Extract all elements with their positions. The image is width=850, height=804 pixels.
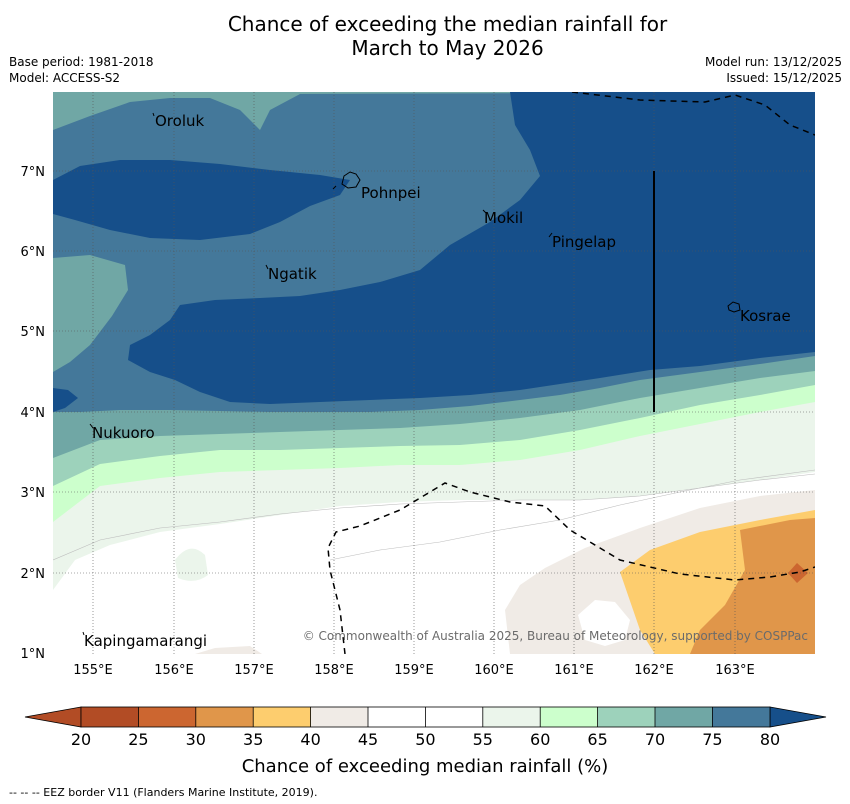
eez-borders: [327, 92, 815, 654]
colorbar-low-extend: [24, 706, 82, 728]
island-mark-ngatik: [265, 264, 269, 270]
colorbar-frame: [80, 706, 771, 728]
lon-label-159e: 159°E: [394, 663, 434, 678]
colorbar-bin-70-75: [655, 707, 713, 727]
colorbar-bin-65-70: [597, 707, 655, 727]
base-period-text: Base period: 1981-2018: [9, 55, 154, 69]
colorbar-bin-20-25: [81, 707, 139, 727]
place-label-kosrae: Kosrae: [740, 307, 791, 325]
colorbar-tick-50: 50: [415, 730, 435, 749]
colorbar-bin-25-30: [138, 707, 196, 727]
contour-30-35: [690, 518, 815, 654]
latitude-labels: 7°N 6°N 5°N 4°N 3°N 2°N 1°N: [21, 165, 46, 662]
lon-label-160e: 160°E: [474, 663, 514, 678]
island-mark-nukuoro: [89, 423, 94, 429]
contour-45-50-hole: [578, 600, 630, 646]
lat-label-4n: 4°N: [21, 406, 46, 421]
colorbar-tick-30: 30: [186, 730, 206, 749]
colorbar-bin-35-40: [253, 707, 311, 727]
lon-label-157e: 157°E: [234, 663, 274, 678]
colorbar-bin-45-50: [368, 707, 426, 727]
lon-label-161e: 161°E: [554, 663, 594, 678]
contour-above-80-west: [53, 388, 78, 412]
colorbar-tick-70: 70: [645, 730, 665, 749]
colorbar-dividers: [137, 707, 713, 727]
lon-label-163e: 163°E: [715, 663, 755, 678]
eez-footnote: -- -- -- EEZ border V11 (Flanders Marine…: [9, 786, 318, 799]
title-line-2: March to May 2026: [351, 36, 544, 60]
island-mark-mokil: [482, 209, 487, 214]
colorbar-tick-75: 75: [702, 730, 722, 749]
islands: [82, 112, 741, 636]
colorbar-tick-80: 80: [760, 730, 780, 749]
contour-line-55: [329, 469, 815, 561]
island-mark-oroluk: [152, 112, 155, 117]
lat-label-5n: 5°N: [21, 325, 46, 340]
kosrae-island-icon: [727, 301, 741, 313]
meta-left: Base period: 1981-2018 Model: ACCESS-S2: [9, 54, 154, 86]
colorbar-tick-65: 65: [587, 730, 607, 749]
colorbar-bin-55-60: [482, 707, 541, 727]
longitude-labels: 155°E 156°E 157°E 158°E 159°E 160°E 161°…: [73, 663, 755, 678]
lat-label-2n: 2°N: [21, 567, 46, 582]
colorbar-high-extend: [769, 706, 827, 728]
lat-label-6n: 6°N: [21, 245, 46, 260]
colorbar-bin-40-45: [310, 707, 368, 727]
pohnpei-island-icon: [341, 171, 361, 189]
colorbar-tick-20: 20: [71, 730, 91, 749]
colorbar-tick-60: 60: [530, 730, 550, 749]
gridlines: [53, 92, 815, 654]
island-mark-kapingamarangi: [82, 631, 85, 636]
model-text: Model: ACCESS-S2: [9, 71, 121, 85]
island-mark-pingelap: [548, 232, 553, 238]
place-label-nukuoro: Nukuoro: [92, 424, 155, 442]
colorbar-bin-50-55: [425, 707, 483, 727]
colorbar-tick-55: 55: [473, 730, 493, 749]
colorbar-tick-25: 25: [128, 730, 148, 749]
model-run-text: Model run: 13/12/2025: [704, 55, 842, 69]
chart-title: Chance of exceeding the median rainfall …: [0, 12, 850, 60]
lat-label-1n: 1°N: [21, 647, 46, 662]
rainfall-contours: [53, 92, 815, 654]
lon-label-158e: 158°E: [314, 663, 354, 678]
eez-border-north: [571, 92, 815, 136]
place-label-oroluk: Oroluk: [155, 112, 204, 130]
place-label-ngatik: Ngatik: [268, 265, 317, 283]
meta-right: Model run: 13/12/2025 Issued: 15/12/2025: [705, 54, 842, 86]
issued-text: Issued: 15/12/2025: [726, 71, 842, 85]
place-label-pohnpei: Pohnpei: [361, 184, 421, 202]
colorbar-tick-35: 35: [243, 730, 263, 749]
contour-70-75-west: [53, 255, 128, 372]
title-line-1: Chance of exceeding the median rainfall …: [227, 12, 668, 36]
lat-label-3n: 3°N: [21, 486, 46, 501]
copyright-text: © Commonwealth of Australia 2025, Bureau…: [303, 629, 808, 643]
lat-label-7n: 7°N: [21, 165, 46, 180]
contour-above-80-nw: [53, 160, 350, 240]
place-label-pingelap: Pingelap: [552, 233, 616, 251]
contour-above-80: [128, 92, 815, 404]
island-mark-pohnpei-reef: [332, 185, 337, 190]
colorbar: 20 25 30 35 40 45 50 55 60 65 70 75 80 C…: [24, 706, 827, 777]
colorbar-bin-75-80: [712, 707, 770, 727]
colorbar-bin-60-65: [540, 707, 598, 727]
lon-label-155e: 155°E: [73, 663, 113, 678]
lon-label-156e: 156°E: [154, 663, 194, 678]
contour-40-45-sw: [195, 646, 262, 654]
colorbar-tick-45: 45: [358, 730, 378, 749]
contour-55-60-patch: [175, 548, 208, 581]
place-label-mokil: Mokil: [484, 209, 523, 227]
colorbar-tick-40: 40: [300, 730, 320, 749]
place-label-kapingamarangi: Kapingamarangi: [84, 632, 207, 650]
colorbar-title: Chance of exceeding median rainfall (%): [242, 756, 609, 777]
lon-label-162e: 162°E: [634, 663, 674, 678]
contour-line-50: [53, 473, 815, 561]
colorbar-bin-30-35: [195, 707, 254, 727]
